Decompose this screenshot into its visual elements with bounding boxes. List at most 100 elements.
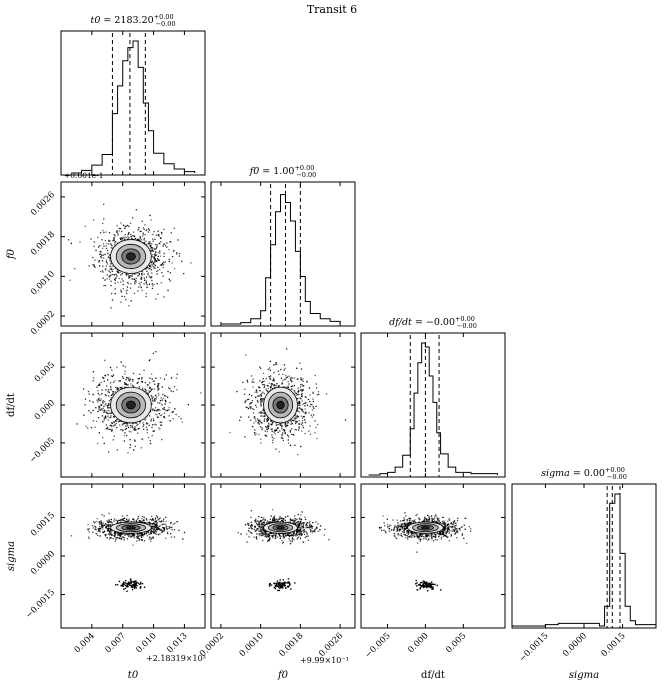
scatter-point [293,521,295,523]
scatter-point [154,251,157,253]
scatter-point [134,428,136,430]
hist-title-1: f0 = 1.00+0.00 −0.00 [249,164,317,179]
scatter-point [162,275,164,277]
scatter-point [124,383,126,385]
scatter-point [154,518,157,520]
scatter-point [128,304,130,307]
scatter-point [263,410,265,412]
scatter-point [151,388,153,390]
scatter-panel-0-3 [60,483,206,629]
scatter-point [260,398,262,401]
scatter-point [122,422,124,424]
scatter-point [264,519,266,521]
scatter-point [104,374,106,376]
scatter-point [269,375,272,377]
scatter-point [126,224,129,227]
scatter-point [96,518,98,520]
scatter-point [122,224,125,226]
scatter-point [323,534,325,536]
scatter-point [137,238,139,240]
scatter-point [92,256,94,259]
scatter-point [287,581,289,583]
scatter-point [145,389,148,392]
scatter-point [156,273,158,275]
scatter-point [158,235,160,237]
scatter-point [300,415,303,417]
scatter-point [312,398,314,400]
scatter-point [108,524,110,527]
scatter-point [156,414,158,416]
scatter-point [93,264,95,266]
scatter-point [290,533,292,535]
scatter-point [167,289,169,292]
scatter-point [97,534,99,537]
scatter-point [163,527,166,529]
scatter-point [257,529,259,531]
scatter-point [129,426,132,429]
scatter-point [282,582,284,584]
scatter-point [110,280,112,282]
scatter-point [304,405,306,407]
scatter-point [288,532,290,535]
scatter-point [263,386,265,389]
scatter-point [107,521,109,523]
scatter-point [122,377,124,380]
scatter-point [110,243,112,245]
scatter-point [311,527,313,530]
scatter-point [272,516,275,519]
scatter-point [268,422,270,425]
scatter-point [116,583,119,586]
scatter-point [165,374,168,376]
scatter-point [259,420,261,423]
scatter-point [262,534,264,536]
scatter-point [133,292,136,295]
scatter-point [103,380,105,382]
scatter-point [286,534,288,536]
scatter-point [263,420,266,422]
scatter-point [98,384,101,386]
scatter-point [124,373,126,375]
scatter-point [138,427,141,429]
scatter-point [294,582,296,584]
scatter-point [263,418,266,420]
scatter-point [260,399,263,401]
scatter-point [138,274,141,276]
scatter-point [167,525,169,528]
scatter-point [309,401,311,403]
scatter-point [145,426,148,428]
scatter-point [111,523,114,526]
scatter-point [138,535,140,537]
scatter-point [303,531,305,533]
scatter-point [130,431,132,433]
scatter-point [155,351,157,353]
scatter-point [141,515,144,518]
hist-title-sub: −0.00 [457,322,477,330]
scatter-point [297,533,300,536]
scatter-panel-0-1 [60,181,206,327]
scatter-point [262,525,264,527]
scatter-point [282,541,284,543]
scatter-point [92,263,94,266]
scatter-point [104,253,106,256]
scatter-point [300,445,302,448]
scatter-point [150,247,152,249]
scatter-point [141,381,144,384]
scatter-point [102,265,104,267]
density-contour [126,252,136,261]
scatter-point [299,533,301,535]
scatter-point [299,402,301,404]
scatter-point [275,424,278,426]
scatter-point [126,538,129,540]
scatter-point [149,265,151,268]
scatter-point [142,233,145,235]
scatter-point [305,523,308,526]
hist-step-sigma [512,493,657,627]
scatter-point [93,377,95,379]
scatter-point [126,289,128,291]
scatter-point [114,279,116,281]
scatter-point [143,540,146,542]
scatter-point [123,588,125,590]
scatter-point [147,272,149,274]
scatter-point [256,418,259,420]
scatter-point [275,521,277,523]
